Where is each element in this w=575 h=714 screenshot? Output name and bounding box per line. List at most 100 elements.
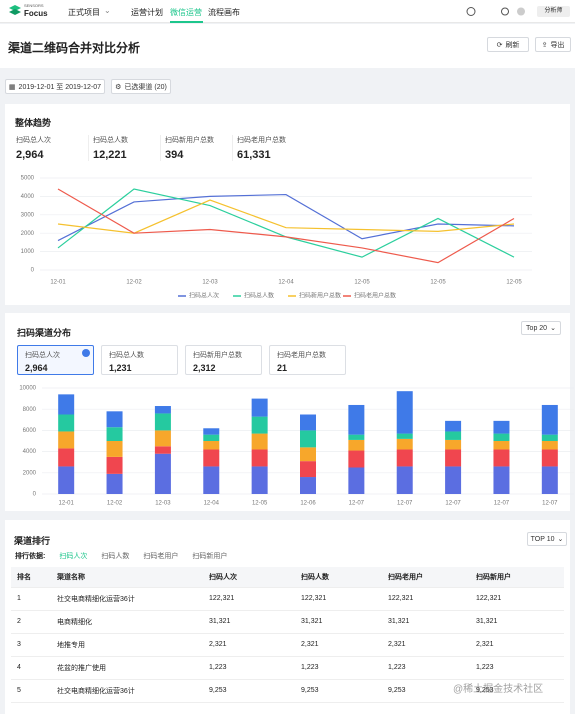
bar-segment bbox=[300, 447, 316, 462]
legend-label: 扫码老用户总数 bbox=[354, 292, 396, 300]
table-cell: 9,253 bbox=[203, 679, 295, 703]
active-underline bbox=[170, 21, 203, 23]
sort-tab[interactable]: 扫码新用户 bbox=[192, 553, 228, 560]
line-series bbox=[57, 193, 515, 242]
table-row[interactable]: 4 花盆的推广使用 1,223 1,223 1,223 1,223 bbox=[11, 656, 564, 680]
table-row[interactable]: 5 社交电商精细化运营36计 9,253 9,253 9,253 9,253 bbox=[11, 679, 564, 703]
table-cell: 1 bbox=[11, 587, 51, 611]
bar-segment bbox=[493, 449, 510, 467]
page-title: 渠道二维码合并对比分析 bbox=[8, 41, 141, 55]
header-cell: 排名 bbox=[11, 567, 51, 588]
bar-segment bbox=[203, 449, 220, 467]
table-row[interactable]: 2 电商精细化 31,321 31,321 31,321 31,321 bbox=[11, 610, 564, 634]
kpi-value: 394 bbox=[165, 149, 184, 161]
table-cell: 2,321 bbox=[382, 633, 470, 657]
kpi: 扫码新用户总数 394 bbox=[160, 135, 232, 161]
bar-segment bbox=[445, 420, 462, 432]
bar-segment bbox=[493, 433, 510, 441]
table-cell: 31,321 bbox=[295, 610, 382, 634]
bar-segment bbox=[541, 434, 558, 441]
watermark: @稀土掘金技术社区 bbox=[453, 684, 544, 695]
sort-tab[interactable]: 扫码人次 bbox=[59, 553, 88, 560]
bar-segment bbox=[58, 431, 75, 449]
bar-segment bbox=[106, 456, 123, 474]
header-cell: 扫码人次 bbox=[203, 567, 295, 588]
bar-segment bbox=[348, 467, 365, 494]
table-cell: 9,253 bbox=[382, 679, 470, 703]
table-cell: 电商精细化 bbox=[51, 610, 203, 634]
x-tick-label: 12-07 bbox=[349, 501, 365, 507]
metric-tab-selected[interactable]: 扫码总人次 2,964 bbox=[17, 345, 94, 375]
bar-segment bbox=[203, 466, 220, 494]
header-cell: 渠道名称 bbox=[51, 567, 203, 588]
header-cell: 扫码人数 bbox=[295, 567, 382, 588]
y-tick-label: 10000 bbox=[19, 386, 36, 392]
x-tick-label: 12-03 bbox=[202, 280, 218, 286]
nav-item[interactable]: 流程画布 bbox=[208, 8, 240, 17]
top-select[interactable]: TOP 10 ⌄ bbox=[527, 532, 567, 546]
nav-item-active[interactable]: 微信运营 bbox=[170, 8, 202, 17]
bar-segment bbox=[396, 391, 413, 434]
sort-label: 排行依据: bbox=[15, 553, 46, 560]
metric-value: 2,312 bbox=[193, 363, 216, 373]
x-tick-label: 12-04 bbox=[204, 501, 220, 507]
x-tick-label: 12-05 bbox=[354, 280, 370, 286]
bar-segment bbox=[541, 449, 558, 467]
ranking-table: 排名 渠道名称 扫码人次 扫码人数 扫码老用户 扫码新用户 1 社交电商精细化运营36计 122… bbox=[11, 567, 564, 703]
bar-segment bbox=[300, 461, 316, 478]
metric-tab[interactable]: 扫码老用户总数 21 bbox=[269, 345, 346, 375]
table-cell: 9,253 bbox=[295, 679, 382, 703]
bar-segment bbox=[445, 466, 462, 494]
bar-segment bbox=[106, 427, 123, 441]
metric-label: 扫码总人次 bbox=[25, 352, 60, 359]
table-cell: 4 bbox=[11, 656, 51, 680]
bar-segment bbox=[445, 449, 462, 467]
legend-label: 扫码总人次 bbox=[189, 292, 219, 300]
table-row[interactable]: 3 地推专用 2,321 2,321 2,321 2,321 bbox=[11, 633, 564, 657]
table-cell: 社交电商精细化运营36计 bbox=[51, 587, 203, 611]
user-tag[interactable]: 分析师 bbox=[537, 6, 570, 17]
logo-small: SENSORS bbox=[24, 3, 44, 8]
nav-icons[interactable] bbox=[466, 6, 526, 17]
x-tick-label: 12-02 bbox=[126, 280, 142, 286]
y-tick-label: 5000 bbox=[21, 176, 35, 182]
sort-tab[interactable]: 扫码老用户 bbox=[143, 553, 179, 560]
table-row[interactable]: 1 社交电商精细化运营36计 122,321 122,321 122,321 122,32… bbox=[11, 587, 564, 611]
bar-segment bbox=[348, 450, 365, 468]
logo: Focus bbox=[24, 9, 48, 18]
table-cell: 122,321 bbox=[295, 587, 382, 611]
channel-filter[interactable]: ⚙ 已选渠道 (20) bbox=[111, 79, 171, 94]
sort-tab[interactable]: 扫码人数 bbox=[101, 553, 130, 560]
bar-segment bbox=[396, 438, 413, 450]
logo-icon bbox=[9, 5, 21, 15]
ranking-card: 渠道排行 TOP 10 ⌄ 排行依据: 扫码人次 扫码人数 扫码老用户 扫码新用户 排名渠… bbox=[5, 520, 570, 714]
card-title: 扫码渠道分布 bbox=[17, 328, 72, 338]
project-select[interactable]: 正式项目 bbox=[68, 8, 100, 17]
refresh-button[interactable]: ⟳ 刷新 bbox=[487, 37, 529, 52]
kpi-label: 扫码总人次 bbox=[16, 137, 51, 144]
y-tick-label: 2000 bbox=[21, 231, 35, 237]
table-cell: 5 bbox=[11, 679, 51, 703]
table-cell: 社交电商精细化运营36计 bbox=[51, 679, 203, 703]
nav-item[interactable]: 运营计划 bbox=[131, 8, 163, 17]
metric-tab[interactable]: 扫码新用户总数 2,312 bbox=[185, 345, 262, 375]
table-cell: 2,321 bbox=[203, 633, 295, 657]
kpi-row: 扫码总人次 2,964 扫码总人数 12,221 扫码新用户总数 394 扫码老用户总数 61… bbox=[16, 135, 304, 161]
bar-segment bbox=[58, 414, 75, 432]
metric-tab[interactable]: 扫码总人数 1,231 bbox=[101, 345, 178, 375]
top-select[interactable]: Top 20 ⌄ bbox=[521, 321, 561, 335]
metric-label: 扫码总人数 bbox=[109, 352, 144, 359]
bar-segment bbox=[203, 428, 220, 435]
x-tick-label: 12-02 bbox=[107, 501, 123, 507]
x-tick-label: 12-07 bbox=[542, 501, 558, 507]
bar-segment bbox=[541, 441, 558, 450]
date-range: 2019-12-01 至 2019-12-07 bbox=[18, 83, 102, 91]
bar-segment bbox=[300, 430, 316, 448]
card-title: 整体趋势 bbox=[15, 118, 52, 128]
date-picker[interactable]: ▦ 2019-12-01 至 2019-12-07 bbox=[5, 79, 105, 94]
y-tick-label: 4000 bbox=[21, 194, 35, 200]
export-button[interactable]: ⇪ 导出 bbox=[535, 37, 571, 52]
chevron: ⌄ bbox=[104, 6, 111, 15]
table-cell: 9,253 bbox=[470, 679, 564, 703]
